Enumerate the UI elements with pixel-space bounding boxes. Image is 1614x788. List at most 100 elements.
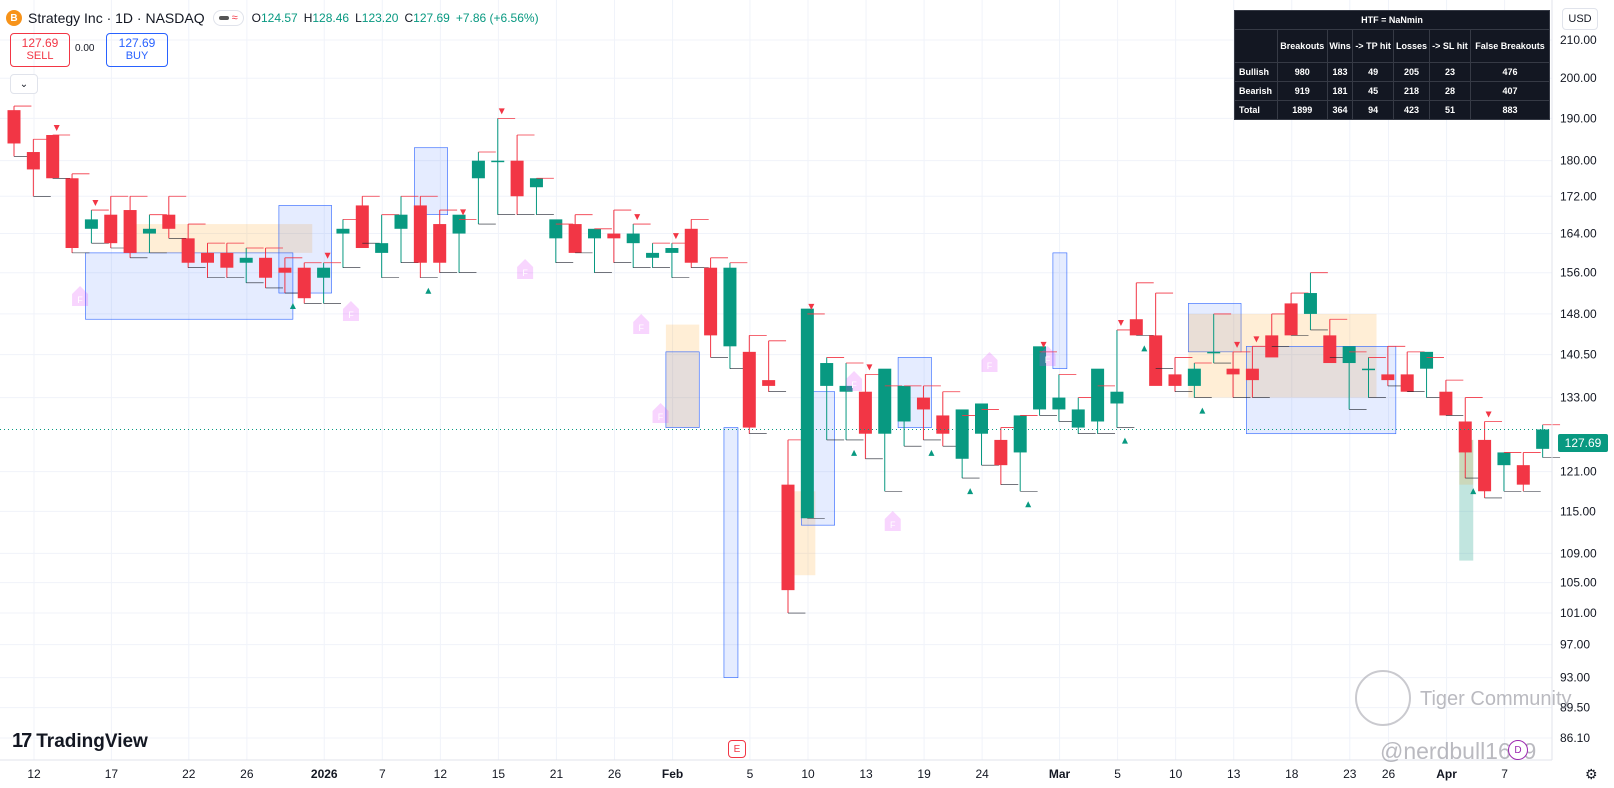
price-axis[interactable]: 210.00 200.00 190.00 180.00 172.00 164.00 156.… <box>1551 0 1597 760</box>
candle-body <box>1303 293 1317 314</box>
stats-row-total: Total 1899 364 94 423 51 883 <box>1234 100 1551 120</box>
candle-body <box>123 210 137 253</box>
sell-signal-marker <box>1234 341 1241 348</box>
candle-body <box>510 160 524 197</box>
false-breakout-badge-icon[interactable] <box>846 371 863 391</box>
candle-body <box>936 415 950 434</box>
false-breakout-badge-icon[interactable] <box>72 286 89 306</box>
false-breakout-badge-icon[interactable] <box>517 259 534 279</box>
sell-button[interactable]: 127.69 SELL <box>10 33 70 67</box>
signal-markers: F F F F F F F F F <box>53 108 1492 531</box>
candle-body <box>897 385 911 422</box>
ohlc-change: +7.86 (+6.56%) <box>455 11 539 25</box>
time-axis[interactable]: 12 17 22 26 2026 7 12 15 21 26 Feb 5 10 13 19 24 Mar 5 10 1… <box>0 759 1552 781</box>
price-tick-label: 133.00 <box>1560 391 1597 405</box>
false-breakout-badge-text: F <box>638 323 644 333</box>
stats-row-bearish: Bearish 919 181 45 218 28 407 <box>1234 81 1551 101</box>
currency-selector[interactable]: USD <box>1562 8 1598 30</box>
candle-body <box>278 267 292 273</box>
candle-body <box>1342 346 1356 364</box>
sell-signal-marker <box>324 252 331 259</box>
false-breakout-badge-text: F <box>987 361 993 371</box>
false-breakout-badge-icon[interactable] <box>981 352 998 372</box>
candle-body <box>916 397 930 410</box>
breakout-zone <box>665 351 700 428</box>
sell-signal-marker <box>498 108 505 115</box>
false-breakout-badge-icon[interactable] <box>1039 346 1056 366</box>
candle-body <box>220 252 234 268</box>
candle-body <box>646 252 660 258</box>
wave-icon: ≈ <box>231 12 238 24</box>
candle-body <box>1168 374 1182 386</box>
false-breakout-badge-icon[interactable] <box>342 301 359 321</box>
last-price-label: 127.69 <box>1558 434 1608 452</box>
candle-series <box>0 105 1561 614</box>
candle-body <box>201 252 214 263</box>
price-tick-label: 115.00 <box>1560 504 1596 518</box>
sell-signal-marker <box>808 303 815 310</box>
stats-table-title: HTF = NaNmin <box>1234 10 1550 30</box>
price-tick-label: 156.00 <box>1560 266 1597 280</box>
false-breakout-badge-icon[interactable] <box>652 403 669 423</box>
candle-body <box>433 224 447 263</box>
time-tick-label: 21 <box>550 767 564 781</box>
candle-body <box>1362 368 1375 371</box>
collapse-chevron-icon[interactable]: ⌄ <box>10 74 38 94</box>
false-breakout-badge-icon[interactable] <box>633 314 650 334</box>
candle-body <box>742 351 756 428</box>
candle-body <box>355 205 369 249</box>
candle-body <box>1091 368 1105 422</box>
ohlc-low: L123.20 <box>355 11 399 25</box>
time-tick-label: 15 <box>492 767 506 781</box>
time-tick-label: 5 <box>1114 767 1121 781</box>
candle-body <box>1284 303 1298 336</box>
sell-signal-marker <box>92 200 99 207</box>
candle-body <box>684 228 698 263</box>
earnings-badge-icon[interactable]: E <box>728 740 746 758</box>
candle-body <box>975 403 988 434</box>
price-tick-label: 210.00 <box>1560 33 1597 47</box>
false-breakout-badge-text: F <box>658 412 664 422</box>
stats-header-breakouts: Breakouts <box>1276 29 1329 63</box>
candle-body <box>452 214 466 234</box>
time-tick-label: 17 <box>105 767 119 781</box>
price-tick-label: 93.00 <box>1560 671 1590 685</box>
candle-body <box>1478 439 1492 492</box>
candle-body <box>781 484 795 591</box>
candle-body <box>704 267 718 336</box>
price-tick-label: 172.00 <box>1560 189 1597 203</box>
candle-body <box>259 257 273 278</box>
false-breakout-badge-icon[interactable] <box>884 511 901 531</box>
stats-header-losses: Losses <box>1393 29 1430 63</box>
settings-gear-icon[interactable]: ⚙ <box>1585 766 1598 782</box>
tradingview-logo[interactable]: 17 TradingView <box>12 730 148 753</box>
time-tick-label: 13 <box>859 767 873 781</box>
false-breakout-badge-text: F <box>522 268 528 278</box>
time-tick-label: 2026 <box>311 767 338 781</box>
price-tick-label: 148.00 <box>1560 307 1597 321</box>
buy-signal-marker <box>1199 407 1206 414</box>
time-tick-label: 7 <box>379 767 386 781</box>
false-breakout-badge-text: F <box>1045 355 1051 365</box>
candle-body <box>1323 335 1337 364</box>
breakout-zone <box>1188 303 1242 353</box>
time-tick-label: 26 <box>240 767 254 781</box>
candle-body <box>65 178 79 249</box>
visibility-toggle[interactable]: ≈ <box>212 10 244 26</box>
ohlc-close: C127.69 <box>404 11 450 25</box>
time-tick-label: Feb <box>662 767 683 781</box>
breakout-zone <box>414 147 449 215</box>
candle-body <box>955 409 969 459</box>
candle-body <box>297 267 311 299</box>
candle-body <box>142 228 156 234</box>
dividend-badge-icon[interactable]: D <box>1508 740 1528 760</box>
false-breakout-badge-text: F <box>851 380 857 390</box>
candle-body <box>394 214 408 229</box>
symbol-title[interactable]: Strategy Inc · 1D · NASDAQ <box>28 10 205 26</box>
candle-body <box>1187 368 1201 386</box>
buy-button[interactable]: 127.69 BUY <box>106 33 168 67</box>
buy-signal-marker <box>851 449 858 456</box>
time-tick-label: 23 <box>1343 767 1357 781</box>
candle-body <box>994 439 1008 466</box>
